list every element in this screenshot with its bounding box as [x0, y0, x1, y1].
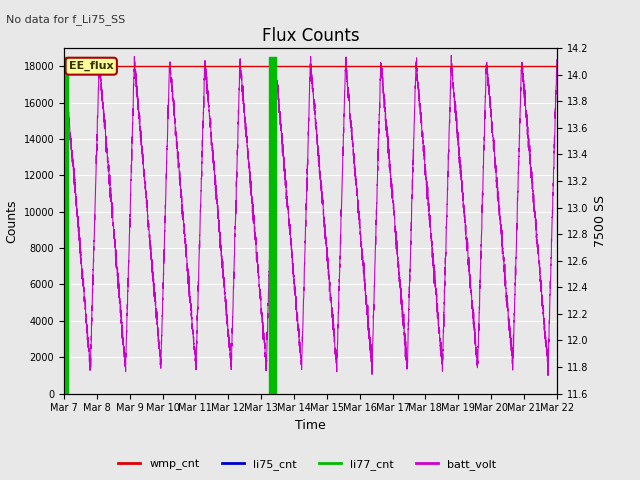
X-axis label: Time: Time — [295, 419, 326, 432]
Text: EE_flux: EE_flux — [69, 61, 113, 72]
Text: No data for f_Li75_SS: No data for f_Li75_SS — [6, 14, 125, 25]
Title: Flux Counts: Flux Counts — [262, 27, 359, 45]
Legend: wmp_cnt, li75_cnt, li77_cnt, batt_volt: wmp_cnt, li75_cnt, li77_cnt, batt_volt — [114, 455, 500, 474]
Y-axis label: Counts: Counts — [5, 199, 18, 242]
Y-axis label: 7500 SS: 7500 SS — [594, 195, 607, 247]
